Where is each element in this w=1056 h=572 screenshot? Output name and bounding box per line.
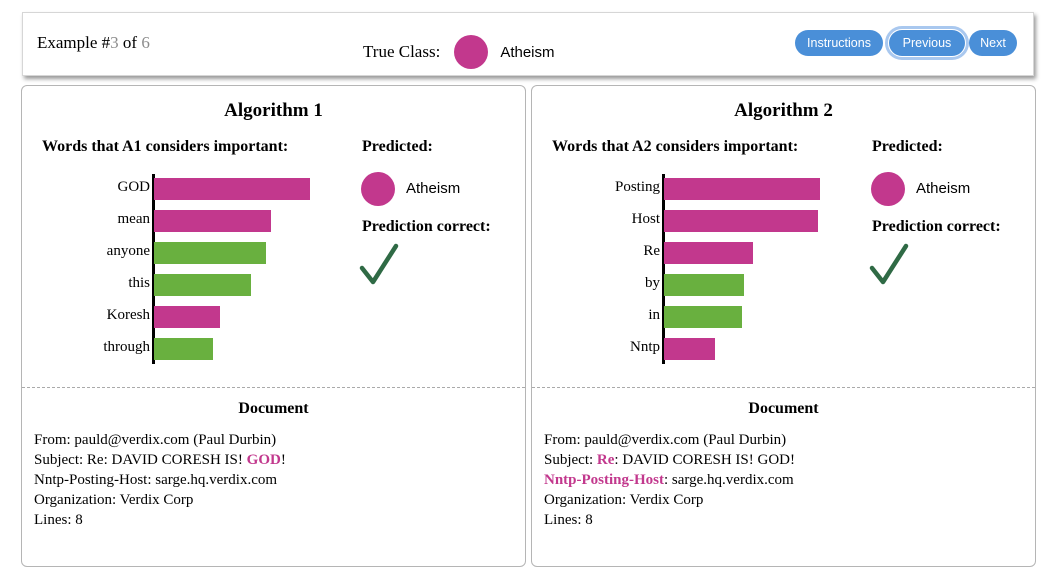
bar [664, 178, 820, 200]
checkmark-icon [869, 243, 909, 285]
predicted-class-label: Atheism [406, 180, 461, 197]
highlighted-word: Re [596, 452, 615, 468]
chart-axis [662, 174, 665, 364]
bar [154, 338, 213, 360]
algorithm-2-panel: Algorithm 2 Words that A2 considers impo… [531, 85, 1036, 567]
bar-row: anyone [42, 238, 342, 270]
bar-label: Re [643, 243, 660, 259]
doc-text: : DAVID CORESH IS! GOD! [614, 452, 795, 468]
doc-line-lines: Lines: 8 [544, 512, 593, 528]
example-current: 3 [110, 33, 119, 52]
doc-line-organization: Organization: Verdix Corp [544, 492, 704, 508]
doc-line-host: Nntp-Posting-Host: sarge.hq.verdix.com [34, 470, 286, 490]
words-heading: Words that A2 considers important: [552, 138, 799, 155]
doc-line-host: Nntp-Posting-Host: sarge.hq.verdix.com [544, 470, 795, 490]
example-of: of [118, 33, 142, 52]
chart-axis [152, 174, 155, 364]
prediction-correct-heading: Prediction correct: [872, 218, 1001, 235]
bar [154, 210, 271, 232]
bar-label: this [128, 275, 150, 291]
document-text: From: pauld@verdix.com (Paul Durbin) Sub… [544, 430, 795, 530]
divider [532, 387, 1035, 388]
bar-label: by [645, 275, 660, 291]
example-counter: Example #3 of 6 [37, 33, 150, 53]
bar-label: Nntp [630, 339, 660, 355]
algorithm-1-panel: Algorithm 1 Words that A1 considers impo… [21, 85, 526, 567]
bar-label: in [648, 307, 660, 323]
predicted-class-label: Atheism [916, 180, 971, 197]
previous-button[interactable]: Previous [885, 26, 969, 60]
bar [664, 338, 715, 360]
predicted-heading: Predicted: [872, 138, 943, 155]
bar-label: Koresh [106, 307, 150, 323]
divider [22, 387, 525, 388]
header-bar: Example #3 of 6 True Class: Atheism Inst… [22, 12, 1034, 76]
next-button[interactable]: Next [969, 30, 1017, 56]
bar-row: Posting [552, 174, 852, 206]
algorithm-title: Algorithm 1 [224, 100, 323, 121]
word-importance-chart: Posting Host Re by in Nntp [552, 174, 852, 374]
bar-row: Koresh [42, 302, 342, 334]
true-class-value: Atheism [500, 43, 555, 61]
bar [664, 306, 742, 328]
bar [664, 210, 818, 232]
bar [664, 274, 744, 296]
words-heading: Words that A1 considers important: [42, 138, 289, 155]
bar-row: Re [552, 238, 852, 270]
doc-text: : sarge.hq.verdix.com [664, 472, 794, 488]
true-class-label: True Class: [363, 42, 441, 61]
checkmark-icon [359, 243, 399, 285]
algorithm-title: Algorithm 2 [734, 100, 833, 121]
bar [154, 242, 266, 264]
doc-line-subject: Subject: Re: DAVID CORESH IS! GOD! [34, 450, 286, 470]
doc-text: ! [280, 452, 286, 468]
doc-text: : sarge.hq.verdix.com [147, 472, 278, 488]
highlighted-word: Nntp-Posting-Host [544, 472, 665, 488]
bar-label: Posting [614, 179, 660, 195]
bar-label: anyone [106, 243, 150, 259]
bar-row: this [42, 270, 342, 302]
document-text: From: pauld@verdix.com (Paul Durbin) Sub… [34, 430, 286, 530]
predicted-class-dot [871, 172, 905, 206]
predicted-heading: Predicted: [362, 138, 433, 155]
doc-line-from: From: pauld@verdix.com (Paul Durbin) [34, 432, 277, 448]
doc-line-organization: Organization: Verdix Corp [34, 492, 194, 508]
bar [154, 178, 310, 200]
bar-label: GOD [117, 179, 151, 195]
document-heading: Document [238, 400, 309, 417]
bar-label: Host [631, 211, 660, 227]
bar-label: mean [117, 211, 150, 227]
true-class-dot [454, 35, 489, 69]
bar-label: through [103, 339, 150, 355]
bar [154, 274, 251, 296]
doc-text: Subject: [544, 452, 597, 468]
bar-row: mean [42, 206, 342, 238]
bar [664, 242, 753, 264]
bar-row: Nntp [552, 334, 852, 366]
bar-row: GOD [42, 174, 342, 206]
bar-row: Host [552, 206, 852, 238]
document-heading: Document [748, 400, 819, 417]
word-importance-chart: GOD mean anyone this Koresh through [42, 174, 342, 374]
predicted-class-dot [361, 172, 395, 206]
bar-row: through [42, 334, 342, 366]
true-class: True Class: Atheism [363, 35, 555, 69]
bar-row: in [552, 302, 852, 334]
highlighted-word: GOD [246, 452, 281, 468]
bar-row: by [552, 270, 852, 302]
doc-line-from: From: pauld@verdix.com (Paul Durbin) [544, 432, 787, 448]
example-total: 6 [141, 33, 150, 52]
bar [154, 306, 220, 328]
instructions-button[interactable]: Instructions [795, 30, 883, 56]
doc-text: Nntp-Posting-Host [34, 472, 148, 488]
doc-line-lines: Lines: 8 [34, 512, 83, 528]
example-prefix: Example # [37, 33, 111, 52]
doc-line-subject: Subject: Re: DAVID CORESH IS! GOD! [544, 450, 795, 470]
prediction-correct-heading: Prediction correct: [362, 218, 491, 235]
doc-text: Subject: Re: DAVID CORESH IS! [34, 452, 247, 468]
